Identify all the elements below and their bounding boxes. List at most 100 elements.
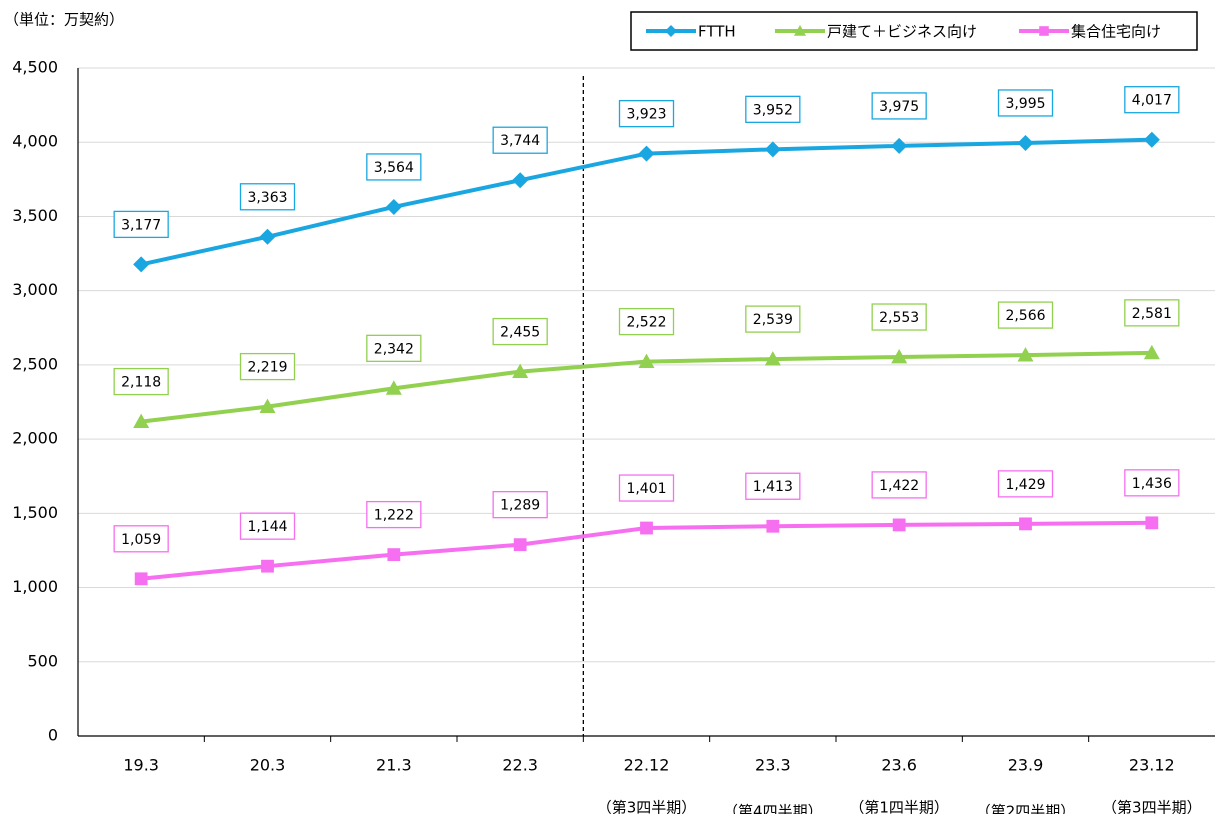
x-tick-note: （第3四半期）	[1102, 799, 1202, 814]
legend-marker	[665, 25, 677, 37]
value-label: 3,363	[247, 190, 287, 206]
value-label-box	[997, 470, 1054, 498]
value-label: 2,539	[753, 312, 793, 328]
value-label-box	[618, 474, 675, 502]
x-tick-note: （第4四半期）	[723, 803, 823, 814]
value-label-box	[745, 95, 801, 123]
y-tick-label: 2,500	[12, 354, 58, 373]
value-label: 2,342	[374, 341, 414, 357]
legend-box	[630, 11, 1198, 51]
y-tick-label: 4,500	[12, 58, 58, 77]
marker	[892, 518, 906, 532]
value-label-box	[239, 183, 296, 211]
marker	[385, 198, 402, 215]
value-label: 3,177	[121, 217, 161, 233]
y-tick-label: 0	[48, 726, 58, 745]
value-label-box	[1124, 299, 1180, 327]
x-tick-label: 22.12	[624, 756, 670, 775]
x-tick-label: 23.3	[755, 756, 791, 775]
value-label: 1,401	[626, 481, 666, 497]
marker	[1019, 517, 1032, 531]
value-label-box	[113, 525, 169, 553]
y-tick-label: 4,000	[12, 132, 58, 151]
marker	[385, 380, 402, 395]
marker	[764, 141, 781, 158]
marker	[387, 548, 401, 562]
value-label-box	[745, 472, 801, 500]
marker	[891, 137, 908, 154]
x-tick-label: 23.12	[1129, 756, 1175, 775]
x-tick-label: 20.3	[250, 756, 286, 775]
marker	[764, 351, 781, 366]
value-label: 4,017	[1132, 93, 1172, 109]
value-label: 2,118	[121, 375, 161, 391]
x-tick-label: 21.3	[376, 756, 412, 775]
marker	[640, 521, 653, 535]
legend-label: 戸建て＋ビジネス向け	[827, 23, 977, 41]
value-label: 1,436	[1132, 476, 1172, 492]
marker	[134, 572, 148, 586]
value-label-box	[492, 491, 548, 519]
value-label: 1,422	[879, 478, 919, 494]
value-label: 2,522	[626, 315, 666, 331]
marker	[512, 363, 529, 378]
x-tick-label: 23.6	[881, 756, 917, 775]
marker	[891, 349, 908, 364]
legend-marker	[1039, 26, 1049, 36]
value-label-box	[618, 307, 675, 336]
value-label: 2,219	[247, 360, 287, 376]
marker	[1143, 131, 1160, 148]
value-label-box	[871, 92, 927, 120]
value-label-box	[1124, 469, 1180, 497]
value-label-box	[871, 303, 927, 331]
marker	[259, 228, 276, 245]
marker	[133, 256, 150, 273]
value-label: 2,581	[1132, 306, 1172, 322]
value-label-box	[997, 301, 1054, 329]
value-label: 3,564	[374, 160, 414, 176]
y-tick-label: 3,500	[12, 206, 58, 225]
value-label: 1,144	[247, 519, 287, 535]
marker	[261, 559, 274, 573]
marker	[1145, 516, 1159, 530]
y-tick-label: 1,500	[12, 503, 58, 522]
value-label: 3,995	[1005, 96, 1045, 112]
value-label: 3,975	[879, 99, 919, 115]
y-tick-label: 3,000	[12, 280, 58, 299]
x-tick-note: （第2四半期）	[976, 803, 1076, 814]
x-tick-label: 23.9	[1008, 756, 1044, 775]
value-label: 2,455	[500, 325, 540, 341]
value-label-box	[239, 352, 296, 381]
value-label-box	[745, 305, 801, 333]
marker	[1017, 134, 1034, 151]
value-label-box	[618, 100, 675, 128]
value-label-box	[492, 317, 548, 346]
value-label-box	[492, 126, 548, 154]
value-label-box	[366, 334, 422, 362]
value-label: 2,553	[879, 310, 919, 326]
unit-label: （単位：万契約）	[4, 11, 124, 29]
value-label-box	[366, 153, 422, 181]
value-label-box	[366, 500, 422, 529]
x-tick-note: （第3四半期）	[597, 799, 697, 814]
y-tick-label: 500	[27, 651, 58, 670]
value-label: 1,059	[121, 532, 161, 548]
marker	[638, 353, 655, 369]
x-tick-label: 19.3	[123, 756, 159, 775]
value-label: 3,952	[753, 102, 793, 118]
marker	[1143, 344, 1160, 360]
value-label: 1,289	[500, 498, 540, 514]
marker	[133, 413, 150, 428]
value-label: 1,222	[374, 508, 414, 524]
value-label: 1,413	[753, 479, 793, 495]
y-tick-label: 1,000	[12, 577, 58, 596]
value-label-box	[113, 210, 169, 239]
marker	[1017, 347, 1034, 362]
value-label-box	[113, 367, 169, 396]
marker	[259, 398, 276, 414]
value-label: 1,429	[1005, 477, 1045, 493]
value-label-box	[997, 89, 1054, 117]
legend-label: FTTH	[698, 23, 736, 41]
value-label-box	[871, 471, 927, 499]
